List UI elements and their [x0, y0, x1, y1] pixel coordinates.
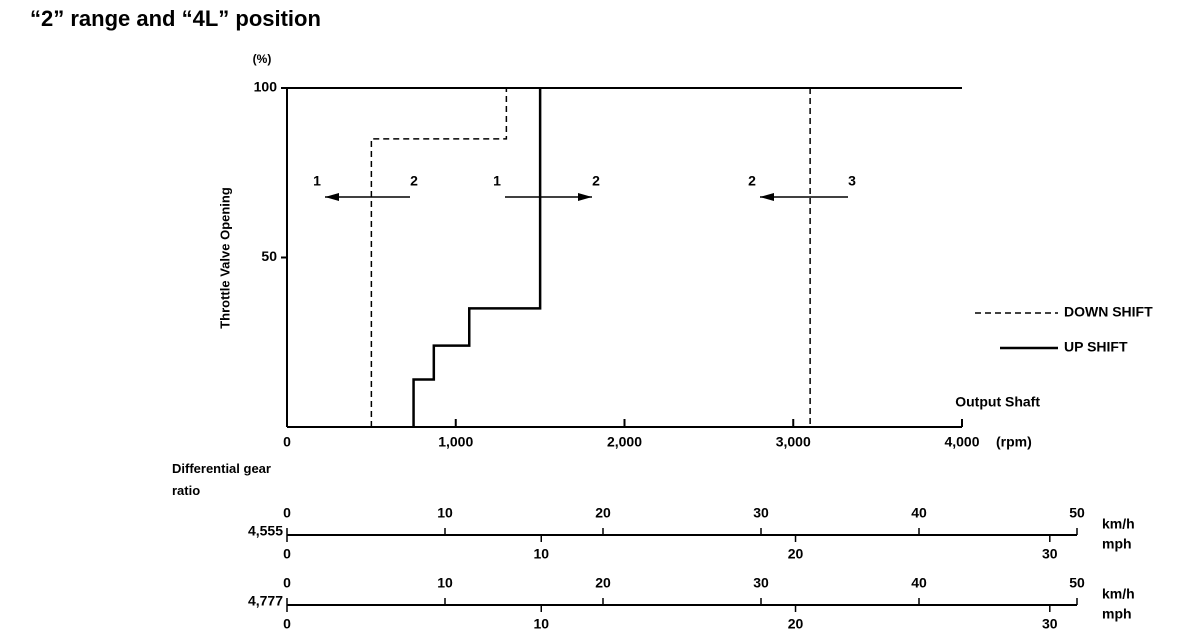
x-tick-label: 0: [283, 434, 291, 450]
legend-label: DOWN SHIFT: [1064, 304, 1153, 320]
kmh-unit: km/h: [1102, 516, 1135, 532]
y-axis-label: Throttle Valve Opening: [217, 187, 232, 329]
kmh-tick-label: 50: [1069, 575, 1085, 591]
kmh-tick-label: 20: [595, 505, 611, 521]
arrow-label: 1: [493, 173, 501, 189]
kmh-tick-label: 10: [437, 575, 453, 591]
legend-label: UP SHIFT: [1064, 339, 1128, 355]
kmh-tick-label: 30: [753, 575, 769, 591]
x-tick-label: 4,000: [944, 434, 979, 450]
y-unit: (%): [253, 52, 272, 66]
mph-tick-label: 20: [788, 616, 804, 632]
kmh-tick-label: 0: [283, 575, 291, 591]
gear-ratio-label: Differential gear ratio: [172, 461, 271, 498]
gear-ratio: 4,555: [248, 523, 283, 539]
arrow-head: [760, 193, 774, 201]
kmh-tick-label: 20: [595, 575, 611, 591]
arrow-head: [578, 193, 592, 201]
y-tick-label: 100: [254, 79, 278, 95]
mph-tick-label: 10: [533, 546, 549, 562]
mph-unit: mph: [1102, 606, 1132, 622]
kmh-tick-label: 50: [1069, 505, 1085, 521]
mph-tick-label: 10: [533, 616, 549, 632]
arrow-label: 2: [748, 173, 756, 189]
shift-line: [370, 88, 508, 427]
mph-tick-label: 20: [788, 546, 804, 562]
chart-title: “2” range and “4L” position: [30, 6, 321, 31]
mph-tick-label: 30: [1042, 616, 1058, 632]
x-axis-label: Output Shaft: [955, 394, 1040, 410]
mph-tick-label: 0: [283, 616, 291, 632]
gear-ratio: 4,777: [248, 593, 283, 609]
kmh-tick-label: 0: [283, 505, 291, 521]
kmh-unit: km/h: [1102, 586, 1135, 602]
arrow-label: 1: [313, 173, 321, 189]
mph-tick-label: 0: [283, 546, 291, 562]
mph-tick-label: 30: [1042, 546, 1058, 562]
x-tick-label: 3,000: [776, 434, 811, 450]
kmh-tick-label: 40: [911, 575, 927, 591]
kmh-tick-label: 40: [911, 505, 927, 521]
arrow-label: 2: [592, 173, 600, 189]
y-tick-label: 50: [261, 248, 277, 264]
kmh-tick-label: 30: [753, 505, 769, 521]
arrow-head: [325, 193, 339, 201]
x-unit: (rpm): [996, 434, 1032, 450]
kmh-tick-label: 10: [437, 505, 453, 521]
arrow-label: 2: [410, 173, 418, 189]
x-tick-label: 1,000: [438, 434, 473, 450]
shift-line: [412, 88, 542, 427]
arrow-label: 3: [848, 173, 856, 189]
x-tick-label: 2,000: [607, 434, 642, 450]
mph-unit: mph: [1102, 536, 1132, 552]
